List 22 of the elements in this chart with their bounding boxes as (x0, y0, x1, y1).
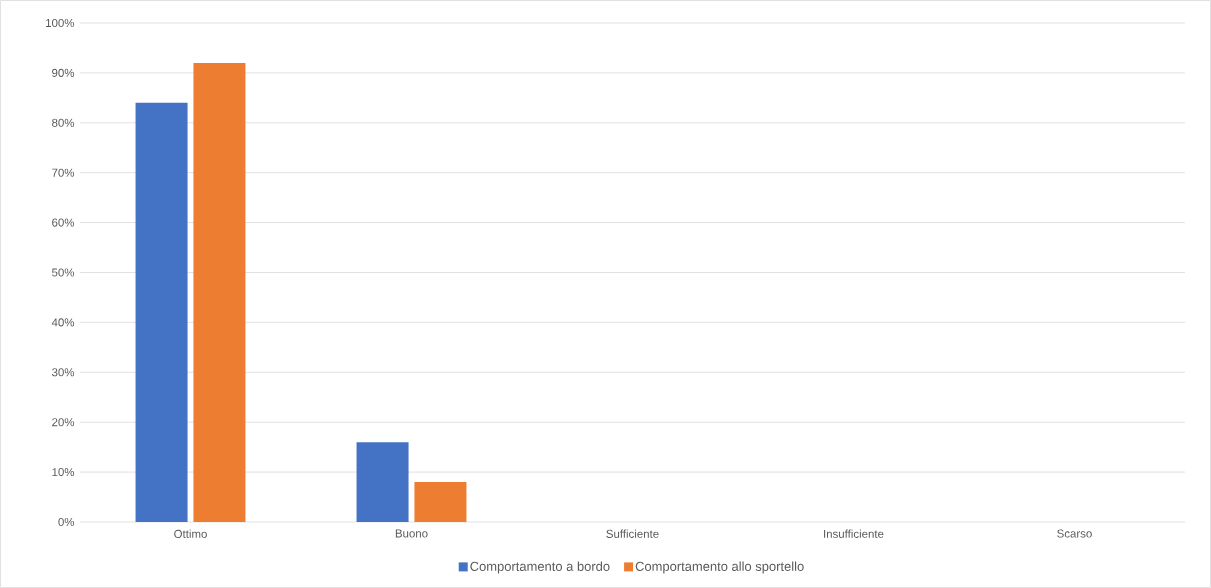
y-tick-label: 10% (52, 468, 75, 477)
y-tick-label: 20% (52, 418, 75, 427)
y-tick-label: 90% (52, 68, 75, 77)
legend-label: Comportamento a bordo (470, 561, 610, 574)
x-tick-label: Sufficiente (606, 529, 659, 538)
x-tick-label: Ottimo (174, 529, 207, 538)
y-tick-label: 30% (52, 368, 75, 377)
bar (193, 62, 246, 522)
y-tick-label: 70% (52, 168, 75, 177)
bar (135, 102, 188, 522)
y-tick-label: 0% (58, 517, 75, 527)
y-tick-label: 100% (46, 18, 75, 28)
x-tick-label: Scarso (1057, 529, 1092, 538)
y-tick-label: 50% (52, 268, 75, 277)
y-tick-label: 60% (52, 218, 75, 227)
x-tick-label: Insufficiente (824, 529, 884, 538)
bar (356, 442, 409, 522)
y-tick-label: 80% (52, 118, 75, 127)
x-tick-label: Buono (395, 529, 428, 538)
bar (414, 482, 467, 522)
y-tick-label: 40% (51, 318, 75, 327)
legend-label: Comportamento allo sportello (635, 561, 804, 574)
